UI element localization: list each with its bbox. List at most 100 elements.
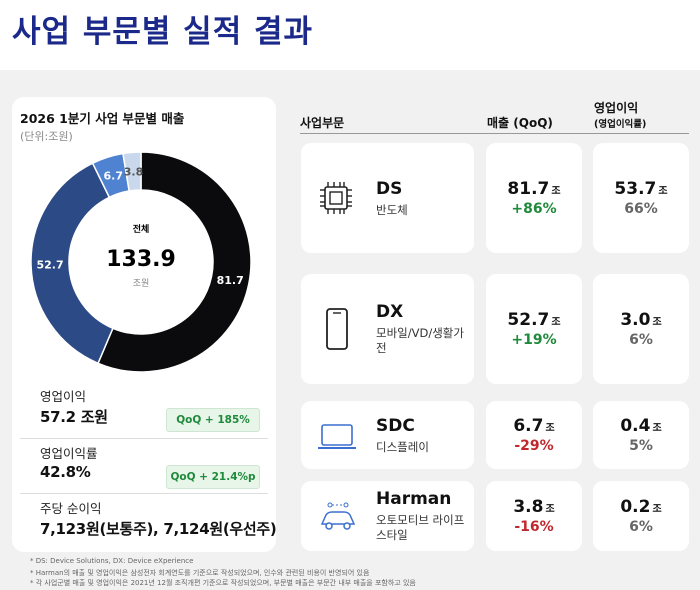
metric-label: 영업이익률 bbox=[40, 446, 98, 461]
profit-value: 3.0 bbox=[620, 310, 651, 330]
revenue-cell: 52.7 조 +19% bbox=[486, 274, 582, 384]
header: 사업부문 bbox=[300, 116, 345, 130]
unit: 조 bbox=[545, 423, 555, 434]
profit-cell: 0.4 조 5% bbox=[593, 401, 689, 469]
qoq-badge: QoQ + 185% bbox=[166, 408, 260, 432]
profit-card bbox=[593, 401, 689, 469]
center-label: 전체 bbox=[133, 223, 150, 235]
revenue-value: 3.8 bbox=[513, 497, 544, 517]
metric-value: 7,123원(보통주), 7,124원(우선주) bbox=[40, 520, 277, 538]
metric-value: 57.2 조원 bbox=[40, 408, 108, 426]
segment-label: 6.7 bbox=[103, 169, 123, 182]
profit-cell: 53.7 조 66% bbox=[593, 143, 689, 253]
revenue-card bbox=[486, 401, 582, 469]
revenue-cell: 81.7 조 +86% bbox=[486, 143, 582, 253]
profit-card bbox=[593, 143, 689, 253]
divider bbox=[20, 493, 268, 494]
segment-icon bbox=[318, 424, 356, 449]
segment-label: 81.7 bbox=[217, 274, 244, 287]
unit: 조 bbox=[658, 186, 668, 197]
revenue-change: +19% bbox=[511, 332, 557, 348]
margin: 66% bbox=[624, 201, 658, 217]
revenue-card bbox=[486, 274, 582, 384]
margin: 6% bbox=[629, 332, 653, 348]
donut-segment bbox=[97, 151, 252, 373]
profit-cell: 0.2 조 6% bbox=[593, 481, 689, 551]
profit-card bbox=[593, 274, 689, 384]
segment-text: DS 반도체 bbox=[376, 143, 468, 253]
segment-name: DX bbox=[376, 302, 404, 322]
donut-segment bbox=[122, 151, 142, 192]
segment-card bbox=[301, 274, 474, 384]
chart-subtitle: (단위:조원) bbox=[20, 130, 73, 143]
footnote: * DS: Device Solutions, DX: Device eXper… bbox=[30, 557, 194, 565]
segment-text: DX 모바일/VD/생활가전 bbox=[376, 274, 468, 384]
revenue-cell: 6.7 조 -29% bbox=[486, 401, 582, 469]
segment-text: SDC 디스플레이 bbox=[376, 401, 468, 469]
metric-label: 주당 순이익 bbox=[40, 501, 102, 516]
profit-line: 0.2 조 bbox=[620, 497, 661, 517]
revenue-card bbox=[486, 481, 582, 551]
unit: 조 bbox=[652, 423, 662, 434]
segment-name: SDC bbox=[376, 415, 415, 436]
segment-label: 52.7 bbox=[36, 258, 63, 271]
segment-card bbox=[301, 481, 474, 551]
divider bbox=[20, 438, 268, 439]
segment-icon bbox=[320, 502, 356, 530]
revenue-change: +86% bbox=[511, 201, 557, 217]
footnote: * Harman의 매출 및 영업이익은 삼성전자 회계연도를 기준으로 작성되… bbox=[30, 568, 370, 577]
unit: 조 bbox=[551, 186, 561, 197]
revenue-value: 52.7 bbox=[507, 310, 550, 330]
unit: 조 bbox=[551, 317, 561, 328]
revenue-change: -29% bbox=[514, 438, 554, 454]
unit: 조 bbox=[652, 504, 662, 515]
revenue-line: 3.8 조 bbox=[513, 497, 554, 517]
header: 영업이익 bbox=[594, 101, 639, 115]
metric-value: 42.8% bbox=[40, 463, 91, 481]
chart-title: 2026 1분기 사업 부문별 매출 bbox=[20, 111, 185, 126]
unit: 조 bbox=[545, 504, 555, 515]
profit-card bbox=[593, 481, 689, 551]
metric-label: 영업이익 bbox=[40, 389, 87, 404]
revenue-card bbox=[486, 143, 582, 253]
profit-line: 3.0 조 bbox=[620, 310, 661, 330]
center-unit: 조원 bbox=[133, 278, 150, 289]
page-title: 사업 부문별 실적 결과 bbox=[12, 14, 314, 50]
revenue-line: 52.7 조 bbox=[507, 310, 560, 330]
header-rule bbox=[300, 133, 689, 134]
segment-sub: 디스플레이 bbox=[376, 439, 429, 454]
qoq-badge: QoQ + 21.4%p bbox=[166, 465, 260, 489]
profit-line: 53.7 조 bbox=[614, 179, 667, 199]
profit-value: 0.2 bbox=[620, 497, 651, 517]
margin: 6% bbox=[629, 519, 653, 535]
margin: 5% bbox=[629, 438, 653, 454]
segment-icon bbox=[326, 308, 348, 350]
segment-icon bbox=[320, 182, 352, 214]
revenue-change: -16% bbox=[514, 519, 554, 535]
profit-line: 0.4 조 bbox=[620, 416, 661, 436]
revenue-line: 81.7 조 bbox=[507, 179, 560, 199]
segment-sub: 모바일/VD/생활가전 bbox=[376, 326, 464, 355]
profit-cell: 3.0 조 6% bbox=[593, 274, 689, 384]
revenue-cell: 3.8 조 -16% bbox=[486, 481, 582, 551]
header-note: (영업이익률) bbox=[594, 119, 647, 130]
donut-segment bbox=[30, 162, 114, 365]
footnote: * 각 사업군별 매출 및 영업이익은 2021년 12월 조직개편 기준으로 … bbox=[30, 579, 416, 587]
segment-text: Harman 오토모티브 라이프스타일 bbox=[376, 481, 468, 551]
segment-sub: 오토모티브 라이프스타일 bbox=[376, 513, 465, 542]
segment-name: DS bbox=[376, 178, 403, 199]
revenue-value: 6.7 bbox=[513, 416, 544, 436]
unit: 조 bbox=[652, 317, 662, 328]
revenue-value: 81.7 bbox=[507, 179, 550, 199]
segment-sub: 반도체 bbox=[376, 202, 408, 217]
segment-label: 3.8 bbox=[124, 165, 144, 178]
segment-name: Harman bbox=[376, 489, 452, 509]
profit-value: 0.4 bbox=[620, 416, 651, 436]
revenue-line: 6.7 조 bbox=[513, 416, 554, 436]
center-value: 133.9 bbox=[106, 247, 176, 272]
header: 매출 (QoQ) bbox=[487, 116, 553, 130]
segment-card bbox=[301, 401, 474, 469]
profit-value: 53.7 bbox=[614, 179, 657, 199]
